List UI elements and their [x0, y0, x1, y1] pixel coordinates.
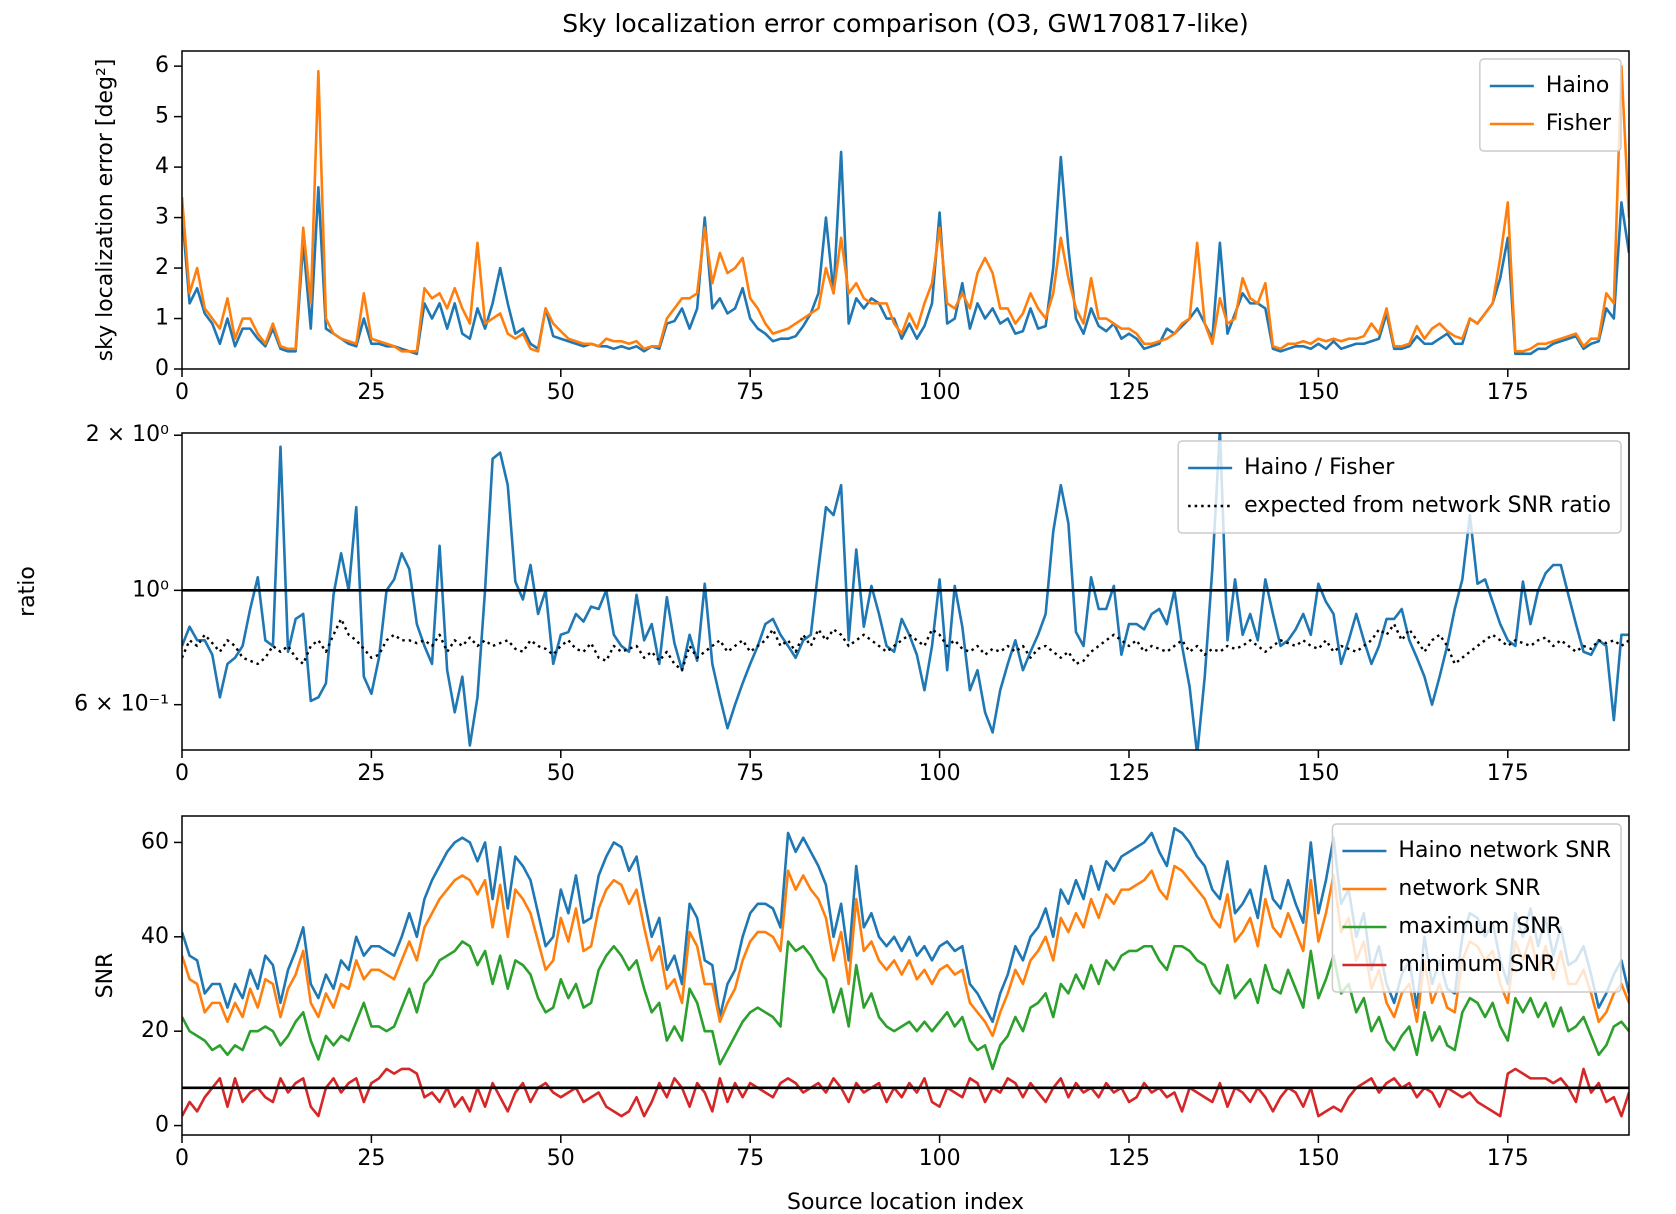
y-tick-label: 1 [155, 306, 169, 331]
x-tick-label: 100 [919, 761, 961, 786]
legend-label: network SNR [1398, 876, 1540, 901]
y-axis-label: SNR [93, 953, 118, 999]
x-tick-label: 150 [1297, 761, 1339, 786]
x-tick-label: 50 [547, 1146, 575, 1171]
y-tick-label: 6 [155, 53, 169, 78]
x-tick-label: 75 [736, 380, 764, 405]
y-tick-label: 0 [155, 356, 169, 381]
data-line [182, 433, 1629, 750]
y-axis-label: ratio [15, 566, 40, 617]
legend-box [1479, 58, 1622, 152]
x-tick-label: 0 [175, 761, 189, 786]
x-tick-label: 175 [1487, 380, 1529, 405]
legend-label: minimum SNR [1398, 952, 1555, 977]
x-tick-label: 125 [1108, 1146, 1150, 1171]
y-tick-label: 4 [155, 154, 169, 179]
x-tick-label: 100 [919, 1146, 961, 1171]
x-tick-label: 100 [919, 380, 961, 405]
y-tick-label: 2 [155, 255, 169, 280]
y-tick-label: 40 [141, 924, 169, 949]
legend-box [1177, 440, 1622, 534]
x-tick-label: 75 [736, 761, 764, 786]
y-tick-label: 60 [141, 829, 169, 854]
legend-label: Haino / Fisher [1244, 455, 1395, 480]
x-tick-label: 50 [547, 761, 575, 786]
x-tick-label: 25 [357, 761, 385, 786]
x-tick-label: 150 [1297, 1146, 1339, 1171]
data-line [182, 617, 1629, 672]
x-tick-label: 50 [547, 380, 575, 405]
axes-frame [181, 815, 1630, 1136]
x-tick-label: 125 [1108, 761, 1150, 786]
x-tick-label: 0 [175, 1146, 189, 1171]
x-tick-label: 150 [1297, 380, 1339, 405]
data-line [182, 864, 1629, 1038]
y-tick-label: 0 [155, 1113, 169, 1138]
legend-label: maximum SNR [1398, 914, 1562, 939]
y-tick-label: 3 [155, 205, 169, 230]
x-tick-label: 175 [1487, 761, 1529, 786]
x-tick-label: 125 [1108, 380, 1150, 405]
x-tick-label: 25 [357, 1146, 385, 1171]
legend-label: expected from network SNR ratio [1244, 493, 1611, 518]
chart-title: Sky localization error comparison (O3, G… [562, 9, 1248, 38]
x-tick-label: 0 [175, 380, 189, 405]
plot-area [182, 64, 1629, 356]
legend-label: Haino network SNR [1398, 838, 1611, 863]
x-tick-label: 25 [357, 380, 385, 405]
legend: Haino Fisher [1479, 58, 1622, 152]
plot-area [182, 826, 1629, 1118]
x-tick-label: 75 [736, 1146, 764, 1171]
y-tick-label: 2 × 10⁰ [86, 422, 169, 447]
y-tick-label: 20 [141, 1018, 169, 1043]
data-line [182, 940, 1629, 1071]
x-tick-label: 175 [1487, 1146, 1529, 1171]
plot-area [182, 433, 1629, 750]
axes-frame [181, 432, 1630, 751]
legend-label: Fisher [1546, 111, 1612, 136]
y-tick-label: 6 × 10⁻¹ [74, 692, 169, 717]
legend: Haino network SNR network SNR maximum SNR m… [1331, 823, 1622, 993]
legend-label: Haino [1546, 73, 1610, 98]
legend: Haino / Fisher expected from network SNR … [1177, 440, 1622, 534]
axes-frame [181, 50, 1630, 370]
data-line [182, 1067, 1629, 1118]
x-axis-label: Source location index [787, 1190, 1024, 1214]
y-axis-label: sky localization error [deg²] [93, 59, 118, 362]
y-tick-label: 10⁰ [132, 577, 169, 602]
legend-box [1331, 823, 1622, 993]
y-tick-label: 5 [155, 104, 169, 129]
data-line [182, 64, 1629, 353]
